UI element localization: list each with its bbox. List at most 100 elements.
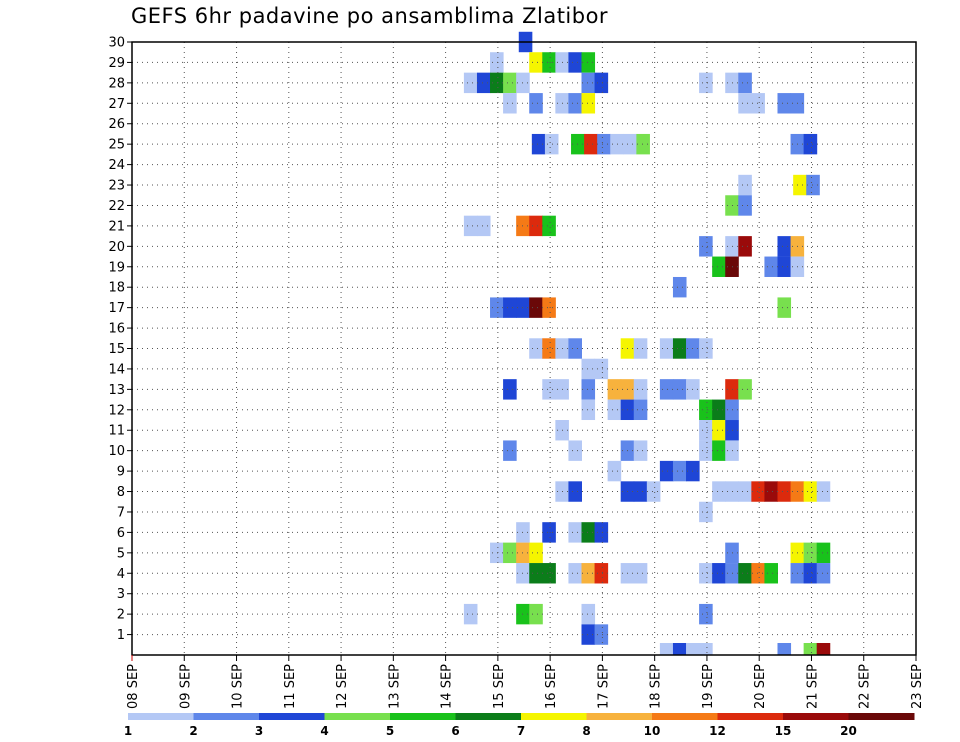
x-tick-label: 09 SEP — [178, 664, 193, 709]
precip-cell-member-17 — [490, 297, 504, 318]
precip-cell-member-4 — [751, 563, 765, 584]
precip-cell-member-23 — [793, 174, 807, 196]
y-tick-label: 29 — [108, 56, 125, 71]
precip-cell-member-11 — [699, 420, 713, 441]
precip-cell-member-17 — [542, 297, 556, 318]
x-axis: 08 SEP 09 SEP 10 SEP 11 SEP 12 SEP 13 SEP 14 S… — [126, 655, 925, 709]
precip-cell-member-2 — [463, 603, 478, 625]
precip-cell-member-1 — [594, 624, 609, 645]
precip-cell-member-13 — [607, 379, 622, 400]
y-axis: 1234567891011121314151617181920212223242… — [108, 36, 132, 643]
precip-cell-member-6 — [568, 522, 582, 543]
y-tick-label: 23 — [108, 179, 125, 194]
y-tick-label: 28 — [108, 76, 125, 91]
precip-cell-member-20 — [738, 236, 752, 257]
precip-cell-member-21 — [529, 215, 543, 237]
precip-cell-member-4 — [568, 563, 582, 584]
legend-label: 15 — [775, 724, 792, 738]
precip-cell-member-8 — [633, 481, 648, 502]
precip-cell-member-13 — [738, 379, 752, 400]
x-tick-label: 10 SEP — [231, 664, 246, 709]
precip-cell-member-28 — [594, 72, 609, 94]
y-tick-label: 4 — [117, 567, 125, 582]
precip-cell-member-17 — [529, 297, 543, 318]
precip-cell-member-28 — [463, 72, 478, 94]
precip-cell-member-0 — [699, 643, 713, 655]
precip-cell-member-28 — [699, 72, 713, 94]
precip-cell-member-25 — [544, 133, 559, 155]
precip-cell-member-4 — [699, 563, 713, 584]
precip-cell-member-15 — [659, 338, 674, 359]
precip-cell-member-10 — [568, 440, 582, 461]
precip-cell-member-19 — [777, 256, 792, 277]
y-tick-label: 22 — [108, 199, 125, 214]
precip-cell-member-19 — [712, 256, 726, 277]
precip-cell-member-4 — [529, 563, 543, 584]
precip-cell-member-22 — [738, 195, 752, 216]
precip-cell-member-12 — [712, 399, 726, 421]
y-tick-label: 6 — [117, 526, 125, 541]
precip-cell-member-4 — [738, 563, 752, 584]
legend-swatch — [128, 713, 194, 720]
precip-cell-member-4 — [581, 563, 596, 584]
precip-cell-member-21 — [476, 215, 491, 237]
x-tick-label: 22 SEP — [858, 664, 873, 709]
precip-cell-member-15 — [529, 338, 543, 359]
precip-cell-member-5 — [816, 542, 831, 564]
y-tick-label: 15 — [108, 342, 125, 357]
precip-cell-member-15 — [568, 338, 582, 359]
legend-swatch — [717, 713, 784, 720]
precip-cell-member-17 — [503, 297, 517, 318]
precip-cell-member-10 — [699, 440, 713, 461]
precip-cell-member-13 — [542, 379, 556, 400]
precip-cell-member-8 — [646, 481, 661, 502]
legend-swatch — [324, 713, 391, 720]
x-tick-label: 15 SEP — [492, 664, 507, 709]
legend-label: 4 — [320, 724, 328, 738]
precip-cell-member-13 — [672, 379, 687, 400]
precip-cell-member-28 — [490, 72, 504, 94]
y-tick-label: 17 — [108, 301, 125, 316]
precip-cell-member-15 — [542, 338, 556, 359]
precip-cell-member-27 — [581, 93, 596, 114]
y-tick-label: 12 — [108, 403, 125, 418]
precip-cell-member-0 — [659, 643, 674, 655]
y-tick-label: 26 — [108, 117, 125, 132]
y-tick-label: 13 — [108, 383, 125, 398]
x-tick-label: 08 SEP — [126, 664, 141, 709]
precip-cell-member-0 — [672, 643, 687, 655]
x-tick-label: 20 SEP — [753, 664, 768, 709]
precip-cell-member-12 — [607, 399, 622, 421]
precip-cell-member-0 — [816, 643, 831, 655]
precip-cell-member-29 — [490, 52, 504, 73]
precip-cell-member-0 — [777, 643, 792, 655]
chart-title: GEFS 6hr padavine po ansamblima Zlatibor — [131, 4, 609, 28]
precip-cell-member-27 — [568, 93, 582, 114]
y-tick-label: 14 — [108, 362, 125, 377]
precip-cell-member-2 — [581, 603, 596, 625]
legend-swatch — [455, 713, 522, 720]
x-tick-label: 12 SEP — [335, 664, 350, 709]
precip-cell-member-8 — [751, 481, 765, 502]
legend-label: 12 — [709, 724, 726, 738]
precip-cell-member-27 — [503, 93, 517, 114]
y-tick-label: 3 — [117, 587, 125, 602]
precip-cell-member-9 — [659, 460, 674, 482]
precip-cell-member-29 — [581, 52, 596, 73]
precip-cell-member-25 — [584, 133, 598, 155]
precip-cell-member-6 — [581, 522, 596, 543]
precip-cell-member-20 — [699, 236, 713, 257]
precip-cell-member-4 — [712, 563, 726, 584]
precip-cell-member-4 — [633, 563, 648, 584]
x-tick-label: 17 SEP — [596, 664, 611, 709]
legend-swatch — [783, 713, 849, 720]
precip-cell-member-5 — [529, 542, 543, 564]
precip-cell-member-27 — [738, 93, 752, 114]
precip-cell-member-27 — [751, 93, 765, 114]
precip-cell-member-23 — [738, 174, 752, 196]
precip-cell-member-5 — [503, 542, 517, 564]
precip-cell-member-15 — [633, 338, 648, 359]
precip-cell-member-25 — [531, 133, 546, 155]
precip-cell-member-20 — [777, 236, 792, 257]
precip-cell-member-28 — [581, 72, 596, 94]
